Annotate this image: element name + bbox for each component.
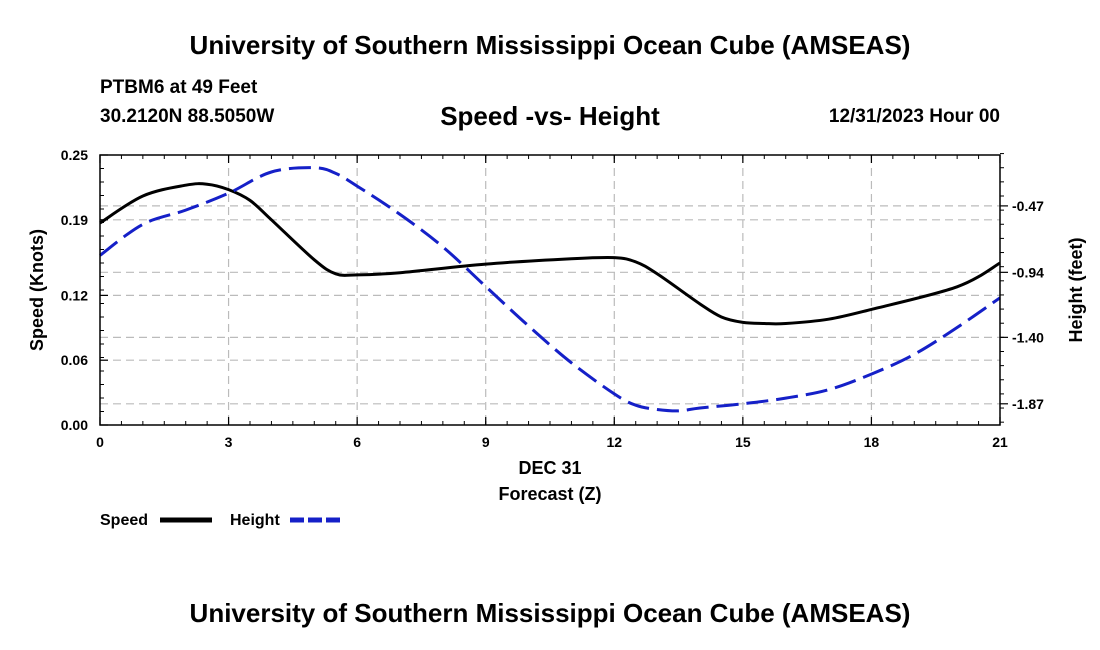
grid-lines	[100, 155, 1000, 425]
series-layer	[99, 166, 1001, 413]
y-left-tick-label: 0.00	[61, 417, 88, 433]
forecast-datetime: 12/31/2023 Hour 00	[828, 106, 1000, 127]
footer-title: University of Southern Mississippi Ocean…	[189, 598, 911, 628]
station-coordinates: 30.2120N 88.5050W	[100, 106, 275, 127]
y-left-tick-label: 0.06	[61, 352, 88, 368]
x-tick-label: 12	[606, 434, 622, 450]
legend-speed-label: Speed	[100, 512, 148, 529]
x-tick-label: 9	[482, 434, 490, 450]
y-axis-left-label: Speed (Knots)	[27, 229, 47, 351]
y-right-tick-label: -1.40	[1012, 329, 1044, 345]
y-left-tick-label: 0.12	[61, 287, 88, 303]
plot-frame	[99, 154, 1001, 426]
x-axis-date-label: DEC 31	[518, 458, 581, 478]
y-right-tick-label: -0.47	[1012, 198, 1044, 214]
y-left-tick-label: 0.19	[61, 212, 88, 228]
speed-series-line	[99, 182, 1001, 326]
y-right-tick-label: -0.94	[1012, 264, 1044, 280]
legend: Speed Height	[100, 512, 342, 529]
x-tick-label: 6	[353, 434, 361, 450]
height-series-line	[99, 166, 1001, 413]
tick-marks	[99, 153, 1008, 426]
x-tick-label: 18	[864, 434, 880, 450]
chart-subtitle: Speed -vs- Height	[440, 101, 660, 131]
x-axis-label: Forecast (Z)	[498, 484, 601, 504]
chart-main-title: University of Southern Mississippi Ocean…	[189, 30, 911, 60]
x-tick-label: 21	[992, 434, 1008, 450]
y-right-tick-label: -1.87	[1012, 396, 1044, 412]
x-tick-label: 15	[735, 434, 751, 450]
station-label: PTBM6 at 49 Feet	[100, 77, 258, 98]
x-tick-label: 3	[225, 434, 233, 450]
x-tick-label: 0	[96, 434, 104, 450]
tick-labels: 0 3 6 9 12 15 18 21 0.00 0.06 0.12 0.19 0.25 -0.47 -0.…	[61, 147, 1044, 450]
legend-height-label: Height	[230, 512, 280, 529]
y-left-tick-label: 0.25	[61, 147, 88, 163]
y-axis-right-label: Height (feet)	[1066, 238, 1086, 343]
